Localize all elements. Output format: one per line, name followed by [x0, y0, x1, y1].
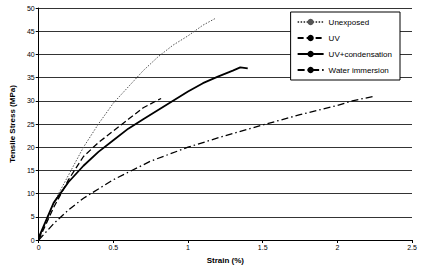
svg-text:0.5: 0.5: [108, 244, 118, 251]
svg-text:1.5: 1.5: [258, 244, 268, 251]
svg-text:45: 45: [27, 28, 35, 35]
svg-text:5: 5: [31, 213, 35, 220]
svg-text:Tensile Stress (MPa): Tensile Stress (MPa): [8, 85, 17, 163]
svg-text:40: 40: [27, 51, 35, 58]
svg-text:10: 10: [27, 190, 35, 197]
svg-text:20: 20: [27, 144, 35, 151]
svg-text:Unexposed: Unexposed: [329, 18, 369, 27]
svg-text:Water immersion: Water immersion: [329, 66, 389, 75]
svg-text:35: 35: [27, 74, 35, 81]
svg-text:UV+condensation: UV+condensation: [329, 50, 392, 59]
svg-text:2.5: 2.5: [407, 244, 417, 251]
svg-text:0: 0: [37, 244, 41, 251]
svg-text:1: 1: [186, 244, 190, 251]
svg-text:UV: UV: [329, 34, 341, 43]
svg-text:25: 25: [27, 121, 35, 128]
svg-text:50: 50: [27, 5, 35, 12]
svg-text:15: 15: [27, 167, 35, 174]
svg-text:Strain (%): Strain (%): [207, 256, 245, 265]
svg-text:0: 0: [31, 237, 35, 244]
svg-text:2: 2: [335, 244, 339, 251]
svg-text:30: 30: [27, 97, 35, 104]
